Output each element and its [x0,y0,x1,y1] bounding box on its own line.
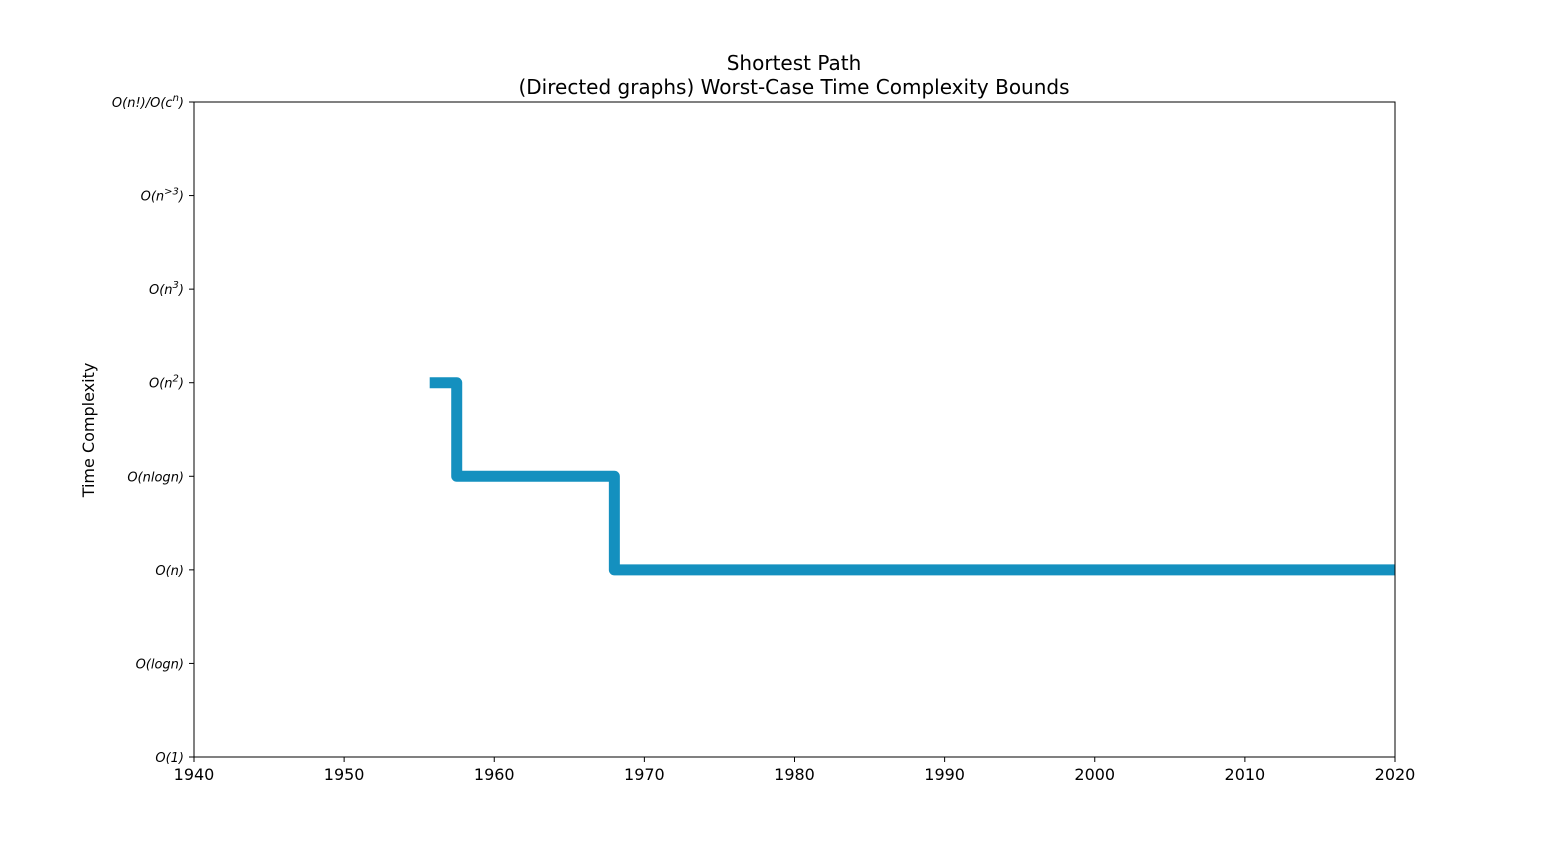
y-tick-label: O(n) [155,564,184,579]
y-tick-label: O(n!)/O(cn) [112,93,184,111]
x-tick-label: 1950 [324,765,365,784]
chart-title: Shortest Path [727,51,862,75]
x-axis: 1940 1950 1960 1970 1980 1990 2000 2010 2020 [174,757,1416,784]
y-tick-label: O(n2) [149,374,184,392]
y-tick-label: O(n3) [149,280,184,298]
x-tick-label: 2020 [1375,765,1416,784]
y-tick-label: O(nlogn) [127,470,184,485]
plot-frame [193,101,1396,758]
y-tick-label: O(1) [155,751,184,766]
y-tick-label: O(n>3) [141,187,184,205]
chart-subtitle: (Directed graphs) Worst-Case Time Comple… [518,75,1069,99]
x-tick-label: 1980 [774,765,815,784]
series-line [429,377,1395,576]
x-tick-label: 1970 [624,765,665,784]
x-tick-label: 2010 [1225,765,1266,784]
x-tick-label: 2000 [1074,765,1115,784]
y-tick-label: O(logn) [136,657,184,672]
y-axis: O(1) O(logn) O(n) O(nlogn) O(n2) O(n3) O(n>3) O… [112,93,194,766]
series-layer [429,377,1395,576]
y-axis-label: Time Complexity [79,363,98,499]
x-tick-label: 1940 [174,765,215,784]
x-tick-label: 1990 [924,765,965,784]
x-tick-label: 1960 [474,765,515,784]
